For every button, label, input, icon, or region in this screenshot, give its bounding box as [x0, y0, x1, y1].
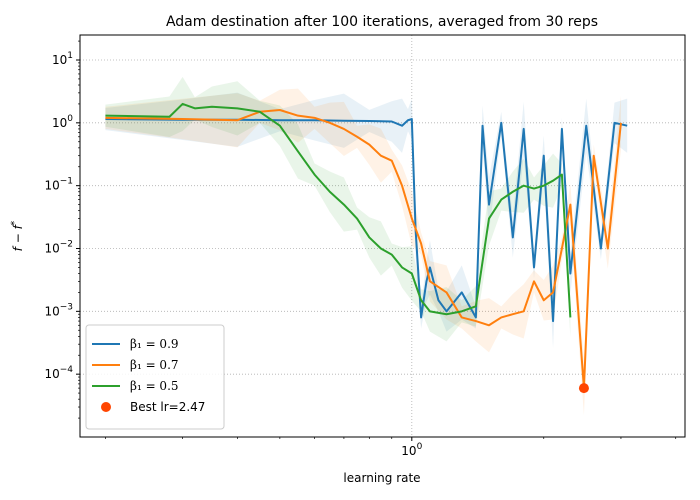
y-tick-label: 10−4: [44, 365, 73, 381]
series-lines: [105, 102, 628, 390]
y-tick-label: 10−2: [44, 240, 73, 256]
y-axis-label: f − f*: [10, 220, 25, 251]
y-axis-ticks: 10−4 10−3 10−2 10−1 100 101: [44, 40, 80, 419]
band-series-2: [105, 88, 621, 416]
x-axis-ticks: 100: [105, 437, 677, 458]
legend-label-3: β₁ = 0.5: [130, 379, 179, 393]
y-tick-label: 101: [52, 51, 73, 67]
line-series-2: [105, 109, 622, 390]
legend-swatch-4: [101, 402, 111, 412]
band-series-3: [105, 76, 571, 342]
y-tick-label: 100: [52, 114, 73, 130]
y-tick-label: 10−3: [44, 302, 73, 318]
best-lr-marker: [578, 383, 589, 394]
chart-title: Adam destination after 100 iterations, a…: [166, 14, 598, 30]
legend-box: [85, 324, 225, 430]
legend: β₁ = 0.9 β₁ = 0.7 β₁ = 0.5 Best lr=2.47: [85, 324, 225, 430]
legend-label-4: Best lr=2.47: [130, 400, 205, 414]
x-axis-label: learning rate: [343, 471, 420, 485]
line-series-3: [105, 102, 572, 318]
line-series-1: [105, 118, 628, 323]
legend-label-1: β₁ = 0.9: [130, 337, 179, 351]
y-tick-label: 10−1: [44, 177, 73, 193]
legend-label-2: β₁ = 0.7: [130, 358, 179, 372]
plot-frame: [79, 34, 686, 438]
x-tick-label: 100: [401, 442, 422, 458]
best-marker: [578, 383, 589, 394]
